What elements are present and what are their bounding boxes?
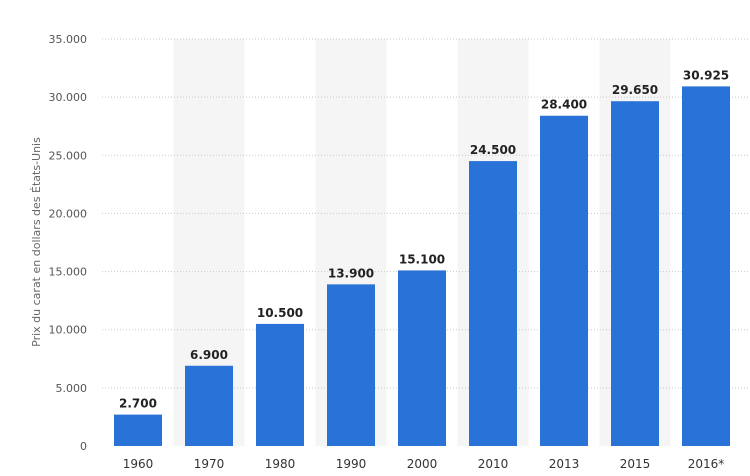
data-label: 15.100: [399, 252, 445, 266]
y-tick-label: 5.000: [56, 382, 88, 395]
y-axis-title: Prix du carat en dollars des États-Unis: [30, 137, 43, 347]
y-tick-label: 30.000: [49, 91, 88, 104]
bar: [682, 86, 730, 447]
y-tick-label: 35.000: [49, 33, 88, 46]
bars: [114, 86, 730, 447]
x-tick-label: 1960: [123, 457, 154, 471]
bar: [540, 115, 588, 447]
x-tick-label: 1970: [194, 457, 225, 471]
y-tick-label: 20.000: [49, 207, 88, 220]
x-tick-label: 2016*: [688, 457, 725, 471]
bar: [327, 284, 375, 446]
data-label: 30.925: [683, 68, 729, 82]
data-label: 24.500: [470, 143, 516, 157]
x-tick-label: 2000: [407, 457, 438, 471]
data-label: 29.650: [612, 83, 658, 97]
x-tick-label: 2010: [478, 457, 509, 471]
x-tick-label: 1990: [336, 457, 367, 471]
bar: [185, 365, 233, 446]
bar: [469, 161, 517, 446]
x-axis-ticks: 1960 1970 1980 1990 2000 2010 2013 2015 2016*: [123, 457, 725, 471]
y-tick-label: 10.000: [49, 324, 88, 337]
bar: [398, 270, 446, 446]
y-tick-label: 25.000: [49, 149, 88, 162]
data-label: 2.700: [119, 397, 157, 411]
data-label: 10.500: [257, 306, 303, 320]
data-label: 13.900: [328, 266, 374, 280]
y-tick-label: 0: [80, 440, 87, 453]
data-label: 6.900: [190, 348, 228, 362]
bar: [256, 323, 304, 446]
data-labels: 2.700 6.900 10.500 13.900 15.100 24.500 28.400…: [119, 68, 729, 410]
x-tick-label: 2015: [620, 457, 651, 471]
y-axis-ticks: 0 5.000 10.000 15.000 20.000 25.000 30.000 35.0…: [49, 33, 88, 453]
bar: [611, 101, 659, 446]
bar: [114, 414, 162, 446]
x-tick-label: 2013: [549, 457, 580, 471]
data-label: 28.400: [541, 98, 587, 112]
x-tick-label: 1980: [265, 457, 296, 471]
y-tick-label: 15.000: [49, 266, 88, 279]
